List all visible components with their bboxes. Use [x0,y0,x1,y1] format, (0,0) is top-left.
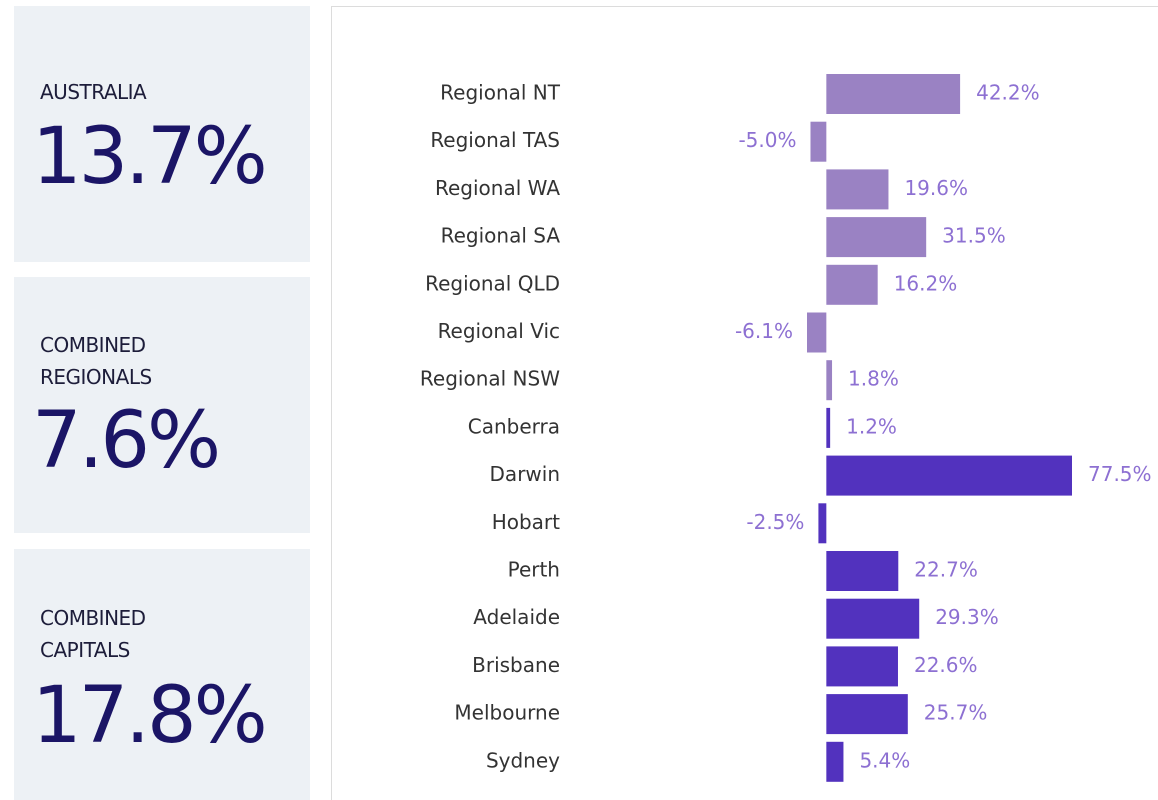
category-label: Melbourne [454,701,560,725]
chart-panel [331,6,1158,800]
bar [810,121,827,162]
category-label: Adelaide [473,605,560,629]
stat-label: COMBINED REGIONALS [40,333,152,389]
category-label: Sydney [486,748,560,772]
stat-value: 17.8% [32,671,268,761]
value-label: 31.5% [942,224,1006,248]
bar [826,646,898,687]
stat-label: COMBINED CAPITALS [40,606,146,662]
value-label: 1.2% [846,414,897,438]
stat-card: COMBINED REGIONALS 7.6% [14,277,310,533]
category-label: Regional WA [435,176,560,200]
value-label: -5.0% [738,128,796,152]
category-label: Perth [508,558,560,582]
category-label: Canberra [468,414,560,438]
bar [826,455,1072,496]
category-label: Brisbane [472,653,560,677]
value-label: 42.2% [976,81,1040,105]
value-label: 5.4% [859,748,910,772]
value-label: 77.5% [1088,462,1152,486]
category-label: Regional NSW [420,367,560,391]
value-label: 22.6% [914,653,978,677]
bar [826,264,878,305]
category-label: Regional NT [440,81,561,105]
category-label: Regional SA [441,224,561,248]
bar [826,551,899,591]
bar [826,217,927,258]
bar [826,407,831,448]
stat-card: COMBINED CAPITALS 17.8% [14,549,310,800]
value-label: 16.2% [894,271,958,295]
bar [826,741,844,782]
stat-label: AUSTRALIA [40,80,147,104]
category-label: Hobart [492,510,560,534]
category-label: Darwin [490,462,560,486]
category-label: Regional TAS [430,128,560,152]
value-label: 25.7% [924,701,988,725]
stat-value: 13.7% [32,112,268,202]
bar [826,598,920,639]
stat-value: 7.6% [32,396,221,486]
stat-card: AUSTRALIA 13.7% [14,6,310,262]
value-label: 22.7% [914,558,978,582]
value-label: 19.6% [904,176,968,200]
bar [826,360,833,401]
value-label: 29.3% [935,605,999,629]
value-label: -6.1% [735,319,793,343]
category-label: Regional QLD [425,271,560,295]
bar [826,169,889,210]
bar [807,312,827,353]
bar [826,74,961,114]
value-label: 1.8% [848,367,899,391]
category-label: Regional Vic [438,319,560,343]
value-label: -2.5% [746,510,804,534]
bar [818,503,827,544]
bar [826,694,908,735]
